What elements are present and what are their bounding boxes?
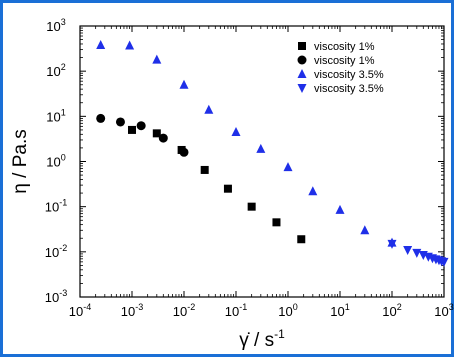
data-point-series-1 — [158, 133, 168, 143]
data-point-series-0 — [152, 129, 161, 138]
y-tick-label: 10-1 — [45, 198, 67, 215]
x-tick-label: 10-2 — [173, 302, 195, 319]
x-axis-title: γ̇ / s-1 — [239, 327, 285, 351]
legend-marker-series-1 — [297, 55, 307, 65]
x-tick-label: 102 — [382, 302, 401, 319]
data-point-series-1 — [96, 113, 106, 123]
x-tick-label: 10-4 — [69, 302, 91, 319]
x-tick-label: 10-3 — [121, 302, 143, 319]
data-point-series-2 — [125, 40, 135, 50]
data-point-series-2 — [231, 126, 241, 136]
data-point-series-3 — [439, 257, 449, 267]
data-point-series-0 — [223, 184, 232, 193]
y-tick-label: 10-2 — [45, 243, 67, 260]
data-point-series-2 — [283, 162, 293, 172]
data-point-series-0 — [272, 218, 281, 227]
data-point-series-1 — [115, 117, 125, 127]
y-tick-label: 103 — [46, 17, 65, 34]
plot-area-border — [79, 25, 445, 298]
data-point-series-0 — [297, 235, 306, 244]
data-point-series-2 — [96, 39, 106, 49]
legend-label-series-3: viscosity 3.5% — [314, 83, 384, 95]
data-point-series-3 — [412, 248, 422, 258]
data-point-series-3 — [387, 239, 397, 249]
x-tick-label: 103 — [434, 302, 453, 319]
data-point-series-2 — [152, 54, 162, 64]
y-tick-label: 10-3 — [45, 288, 67, 305]
x-tick-label: 10-1 — [225, 302, 247, 319]
data-point-series-0 — [128, 125, 136, 134]
data-point-series-2 — [308, 186, 318, 196]
legend-label-series-1: viscosity 1% — [314, 55, 375, 67]
legend-marker-series-3 — [297, 84, 307, 93]
data-point-series-0 — [247, 202, 256, 211]
data-point-series-2 — [360, 225, 370, 235]
data-point-series-3 — [403, 245, 413, 255]
legend-marker-series-2 — [297, 69, 307, 78]
data-point-series-1 — [136, 121, 146, 131]
x-tick-label: 101 — [330, 302, 349, 319]
data-point-series-2 — [179, 79, 189, 89]
legend-label-series-0: viscosity 1% — [314, 41, 375, 53]
y-tick-label: 100 — [46, 153, 65, 170]
legend-marker-series-0 — [298, 42, 306, 50]
legend-label-series-2: viscosity 3.5% — [314, 69, 384, 81]
y-axis-title: η / Pa.s — [10, 129, 31, 193]
data-point-series-2 — [256, 143, 266, 153]
x-tick-label: 100 — [278, 302, 297, 319]
y-tick-label: 102 — [46, 62, 65, 79]
data-point-series-0 — [200, 165, 209, 174]
data-point-series-1 — [179, 147, 189, 157]
y-tick-label: 101 — [46, 107, 65, 124]
data-point-series-2 — [204, 104, 214, 114]
data-point-series-2 — [335, 204, 345, 214]
